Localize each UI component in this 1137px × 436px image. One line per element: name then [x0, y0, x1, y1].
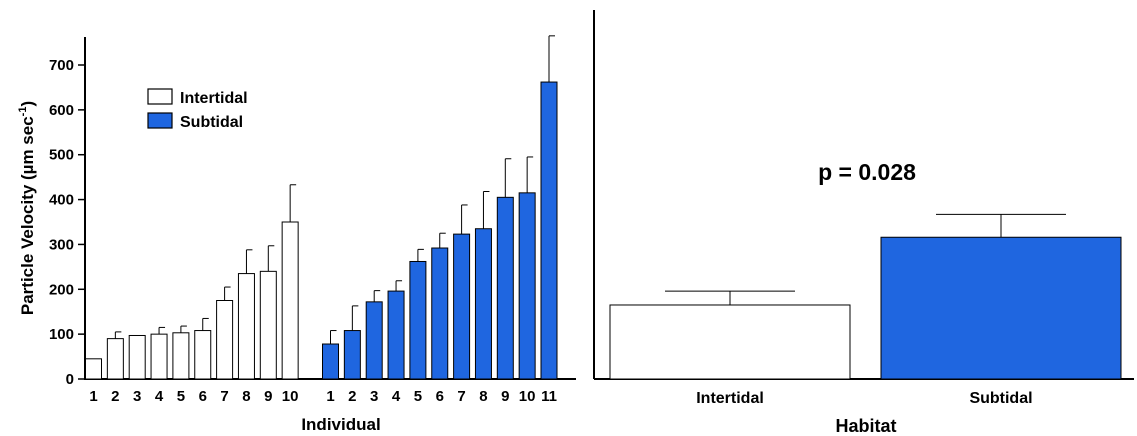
x-tick-label-habitat-subtidal: Subtidal [969, 390, 1032, 407]
x-tick-label-subtidal-11: 11 [541, 388, 557, 405]
right-panel: Intertidal Subtidal Habitat p = 0.028 [594, 159, 1134, 436]
x-tick-label-subtidal-10: 10 [519, 388, 536, 405]
bar-intertidal-4 [150, 333, 168, 380]
y-tick-label-300: 300 [49, 236, 74, 253]
individual-tick-labels: 1 2 3 4 5 6 7 8 9 10 1 2 3 4 5 6 7 8 9 10 11 [89, 388, 557, 405]
legend: Intertidal Subtidal [147, 88, 248, 131]
y-tick-label-600: 600 [49, 102, 74, 119]
x-tick-label-subtidal-1: 1 [326, 388, 334, 405]
x-tick-label-intertidal-2: 2 [111, 388, 119, 405]
bar-intertidal-7 [216, 300, 234, 380]
habitat-tick-labels: Intertidal Subtidal [696, 390, 1032, 407]
x-tick-label-intertidal-9: 9 [264, 388, 272, 405]
y-tick-label-200: 200 [49, 281, 74, 298]
legend-swatch-intertidal [147, 88, 173, 105]
bar-intertidal-10 [281, 221, 299, 380]
x-axis-label-habitat: Habitat [835, 416, 896, 436]
x-tick-label-subtidal-6: 6 [436, 388, 444, 405]
bar-subtidal-7 [453, 233, 471, 380]
x-tick-label-subtidal-9: 9 [501, 388, 509, 405]
individual-bars [85, 35, 558, 380]
bar-subtidal-6 [431, 247, 449, 380]
bar-subtidal-3 [365, 301, 383, 380]
bar-intertidal-5 [172, 332, 190, 380]
bar-subtidal-2 [343, 330, 361, 380]
x-tick-label-intertidal-4: 4 [155, 388, 164, 405]
bar-subtidal-8 [474, 228, 492, 380]
habitat-bar-intertidal [609, 304, 851, 380]
x-tick-label-subtidal-2: 2 [348, 388, 356, 405]
bar-subtidal-1 [322, 343, 339, 380]
x-tick-label-intertidal-8: 8 [242, 388, 250, 405]
bar-subtidal-9 [496, 196, 514, 380]
habitat-bars [609, 213, 1122, 380]
legend-swatch-subtidal [147, 112, 173, 129]
x-tick-label-subtidal-7: 7 [457, 388, 465, 405]
x-axis-label-individual: Individual [301, 415, 380, 434]
bar-subtidal-5 [409, 260, 427, 380]
x-tick-label-intertidal-6: 6 [199, 388, 207, 405]
x-tick-label-intertidal-7: 7 [220, 388, 228, 405]
x-tick-label-subtidal-5: 5 [414, 388, 422, 405]
x-tick-label-intertidal-3: 3 [133, 388, 141, 405]
bar-subtidal-10 [518, 192, 536, 380]
bar-intertidal-1 [85, 358, 102, 380]
y-tick-label-700: 700 [49, 57, 74, 74]
bar-intertidal-3 [128, 334, 146, 380]
bar-intertidal-9 [259, 270, 277, 380]
bar-intertidal-8 [237, 273, 255, 380]
y-ticks: 0 100 200 300 400 500 600 700 [49, 57, 85, 388]
p-value-annotation: p = 0.028 [818, 159, 916, 185]
bar-intertidal-2 [106, 338, 124, 380]
bar-subtidal-11 [540, 81, 558, 380]
y-tick-label-100: 100 [49, 326, 74, 343]
x-tick-label-intertidal-5: 5 [177, 388, 185, 405]
x-tick-label-intertidal-1: 1 [89, 388, 97, 405]
y-tick-label-0: 0 [66, 371, 74, 388]
bar-intertidal-6 [194, 330, 212, 380]
y-tick-label-400: 400 [49, 192, 74, 209]
legend-label-subtidal: Subtidal [180, 114, 243, 131]
x-tick-label-subtidal-3: 3 [370, 388, 378, 405]
x-tick-label-habitat-intertidal: Intertidal [696, 390, 764, 407]
x-tick-label-subtidal-8: 8 [479, 388, 487, 405]
legend-label-intertidal: Intertidal [180, 90, 248, 107]
y-tick-label-500: 500 [49, 147, 74, 164]
habitat-bar-subtidal [880, 236, 1122, 380]
x-tick-label-intertidal-10: 10 [282, 388, 299, 405]
x-tick-label-subtidal-4: 4 [392, 388, 401, 405]
bar-subtidal-4 [387, 290, 405, 380]
y-axis-label: Particle Velocity (µm sec-1) [17, 101, 37, 315]
